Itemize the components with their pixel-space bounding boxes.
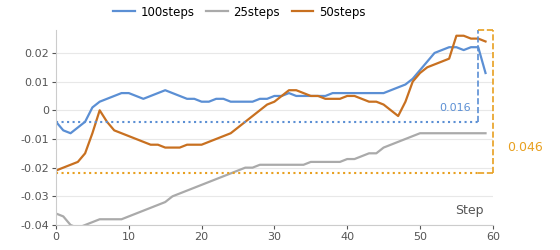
50steps bbox=[482, 40, 489, 43]
50steps bbox=[125, 134, 132, 138]
25steps bbox=[206, 180, 212, 184]
100steps bbox=[184, 97, 190, 100]
50steps bbox=[198, 143, 205, 146]
Legend: 100steps, 25steps, 50steps: 100steps, 25steps, 50steps bbox=[109, 1, 370, 23]
Text: 0.016: 0.016 bbox=[440, 103, 471, 113]
Text: Step: Step bbox=[456, 204, 484, 217]
100steps bbox=[67, 132, 74, 135]
100steps bbox=[206, 100, 212, 103]
25steps bbox=[198, 183, 205, 186]
50steps bbox=[162, 146, 169, 149]
Line: 100steps: 100steps bbox=[56, 47, 486, 133]
50steps bbox=[191, 143, 198, 146]
25steps bbox=[53, 212, 59, 215]
100steps bbox=[53, 120, 59, 123]
50steps bbox=[176, 146, 183, 149]
50steps bbox=[453, 34, 460, 37]
25steps bbox=[169, 195, 176, 198]
25steps bbox=[417, 132, 423, 135]
Text: 0.046: 0.046 bbox=[507, 141, 543, 154]
100steps bbox=[482, 72, 489, 74]
100steps bbox=[329, 92, 336, 94]
100steps bbox=[198, 100, 205, 103]
25steps bbox=[74, 226, 81, 229]
50steps bbox=[322, 97, 329, 100]
100steps bbox=[133, 94, 139, 98]
Line: 25steps: 25steps bbox=[56, 133, 486, 228]
100steps bbox=[446, 46, 452, 49]
25steps bbox=[329, 160, 336, 164]
100steps bbox=[169, 92, 176, 94]
25steps bbox=[184, 189, 190, 192]
50steps bbox=[53, 169, 59, 172]
25steps bbox=[482, 132, 489, 135]
Line: 50steps: 50steps bbox=[56, 36, 486, 170]
25steps bbox=[133, 212, 139, 215]
